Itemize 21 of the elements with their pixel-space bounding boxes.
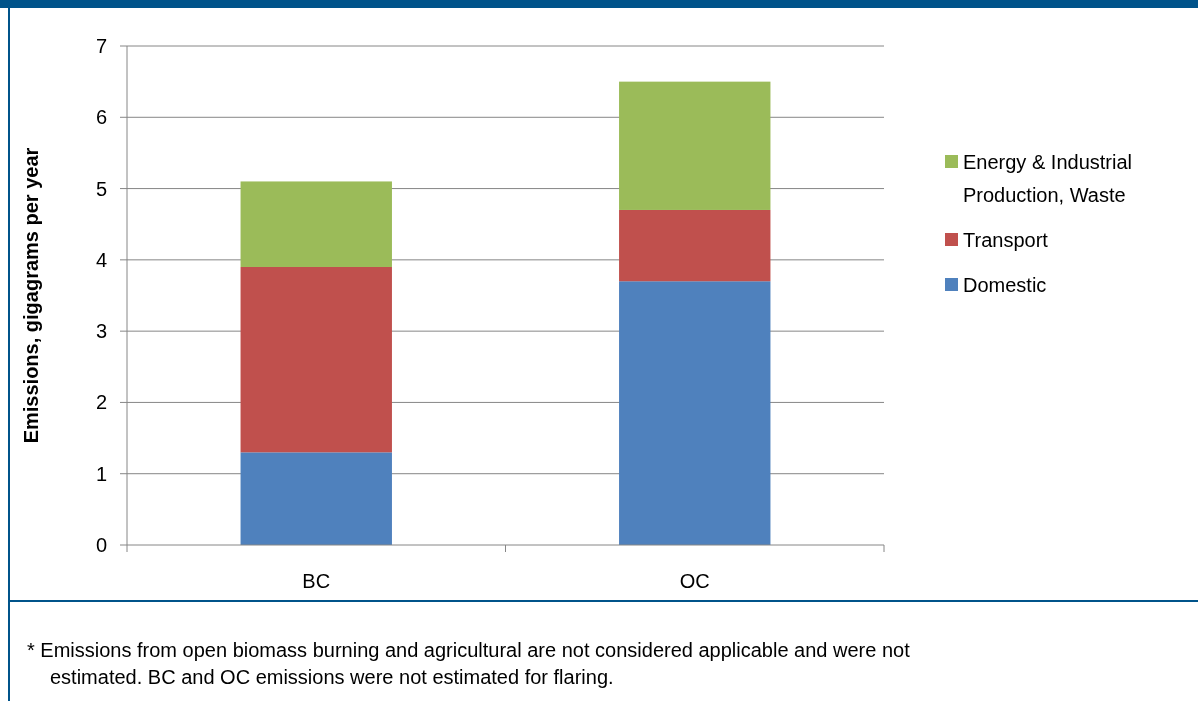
y-axis-title: Emissions, gigagrams per year: [20, 147, 42, 444]
y-tick-label: 0: [95, 534, 107, 556]
y-tick-label: 1: [95, 462, 107, 485]
text: * Emissions from open biomass burning and agricultural are not considered applicable and were not estimated. BC and OC emissions were not estimated for flaring.: [27, 639, 911, 688]
y-tick-label: 6: [95, 106, 107, 129]
bar: [619, 81, 771, 210]
bar: [240, 452, 392, 545]
y-tick-label: 4: [95, 248, 107, 271]
bar: [240, 266, 392, 453]
x-tick-label: OC: [679, 570, 710, 592]
legend-label: Energy & Industrial Production, Waste: [963, 151, 1132, 206]
y-tick-label: 3: [95, 320, 107, 343]
bar: [240, 181, 392, 267]
legend-label: Transport: [963, 229, 1049, 251]
y-tick-label: 7: [95, 35, 107, 57]
y-tick-label: 2: [95, 391, 107, 414]
y-tick-label: 5: [95, 177, 107, 200]
legend-label: Domestic: [963, 274, 1047, 296]
x-tick-label: BC: [302, 570, 331, 592]
bar: [619, 281, 771, 545]
bar: [619, 209, 771, 282]
